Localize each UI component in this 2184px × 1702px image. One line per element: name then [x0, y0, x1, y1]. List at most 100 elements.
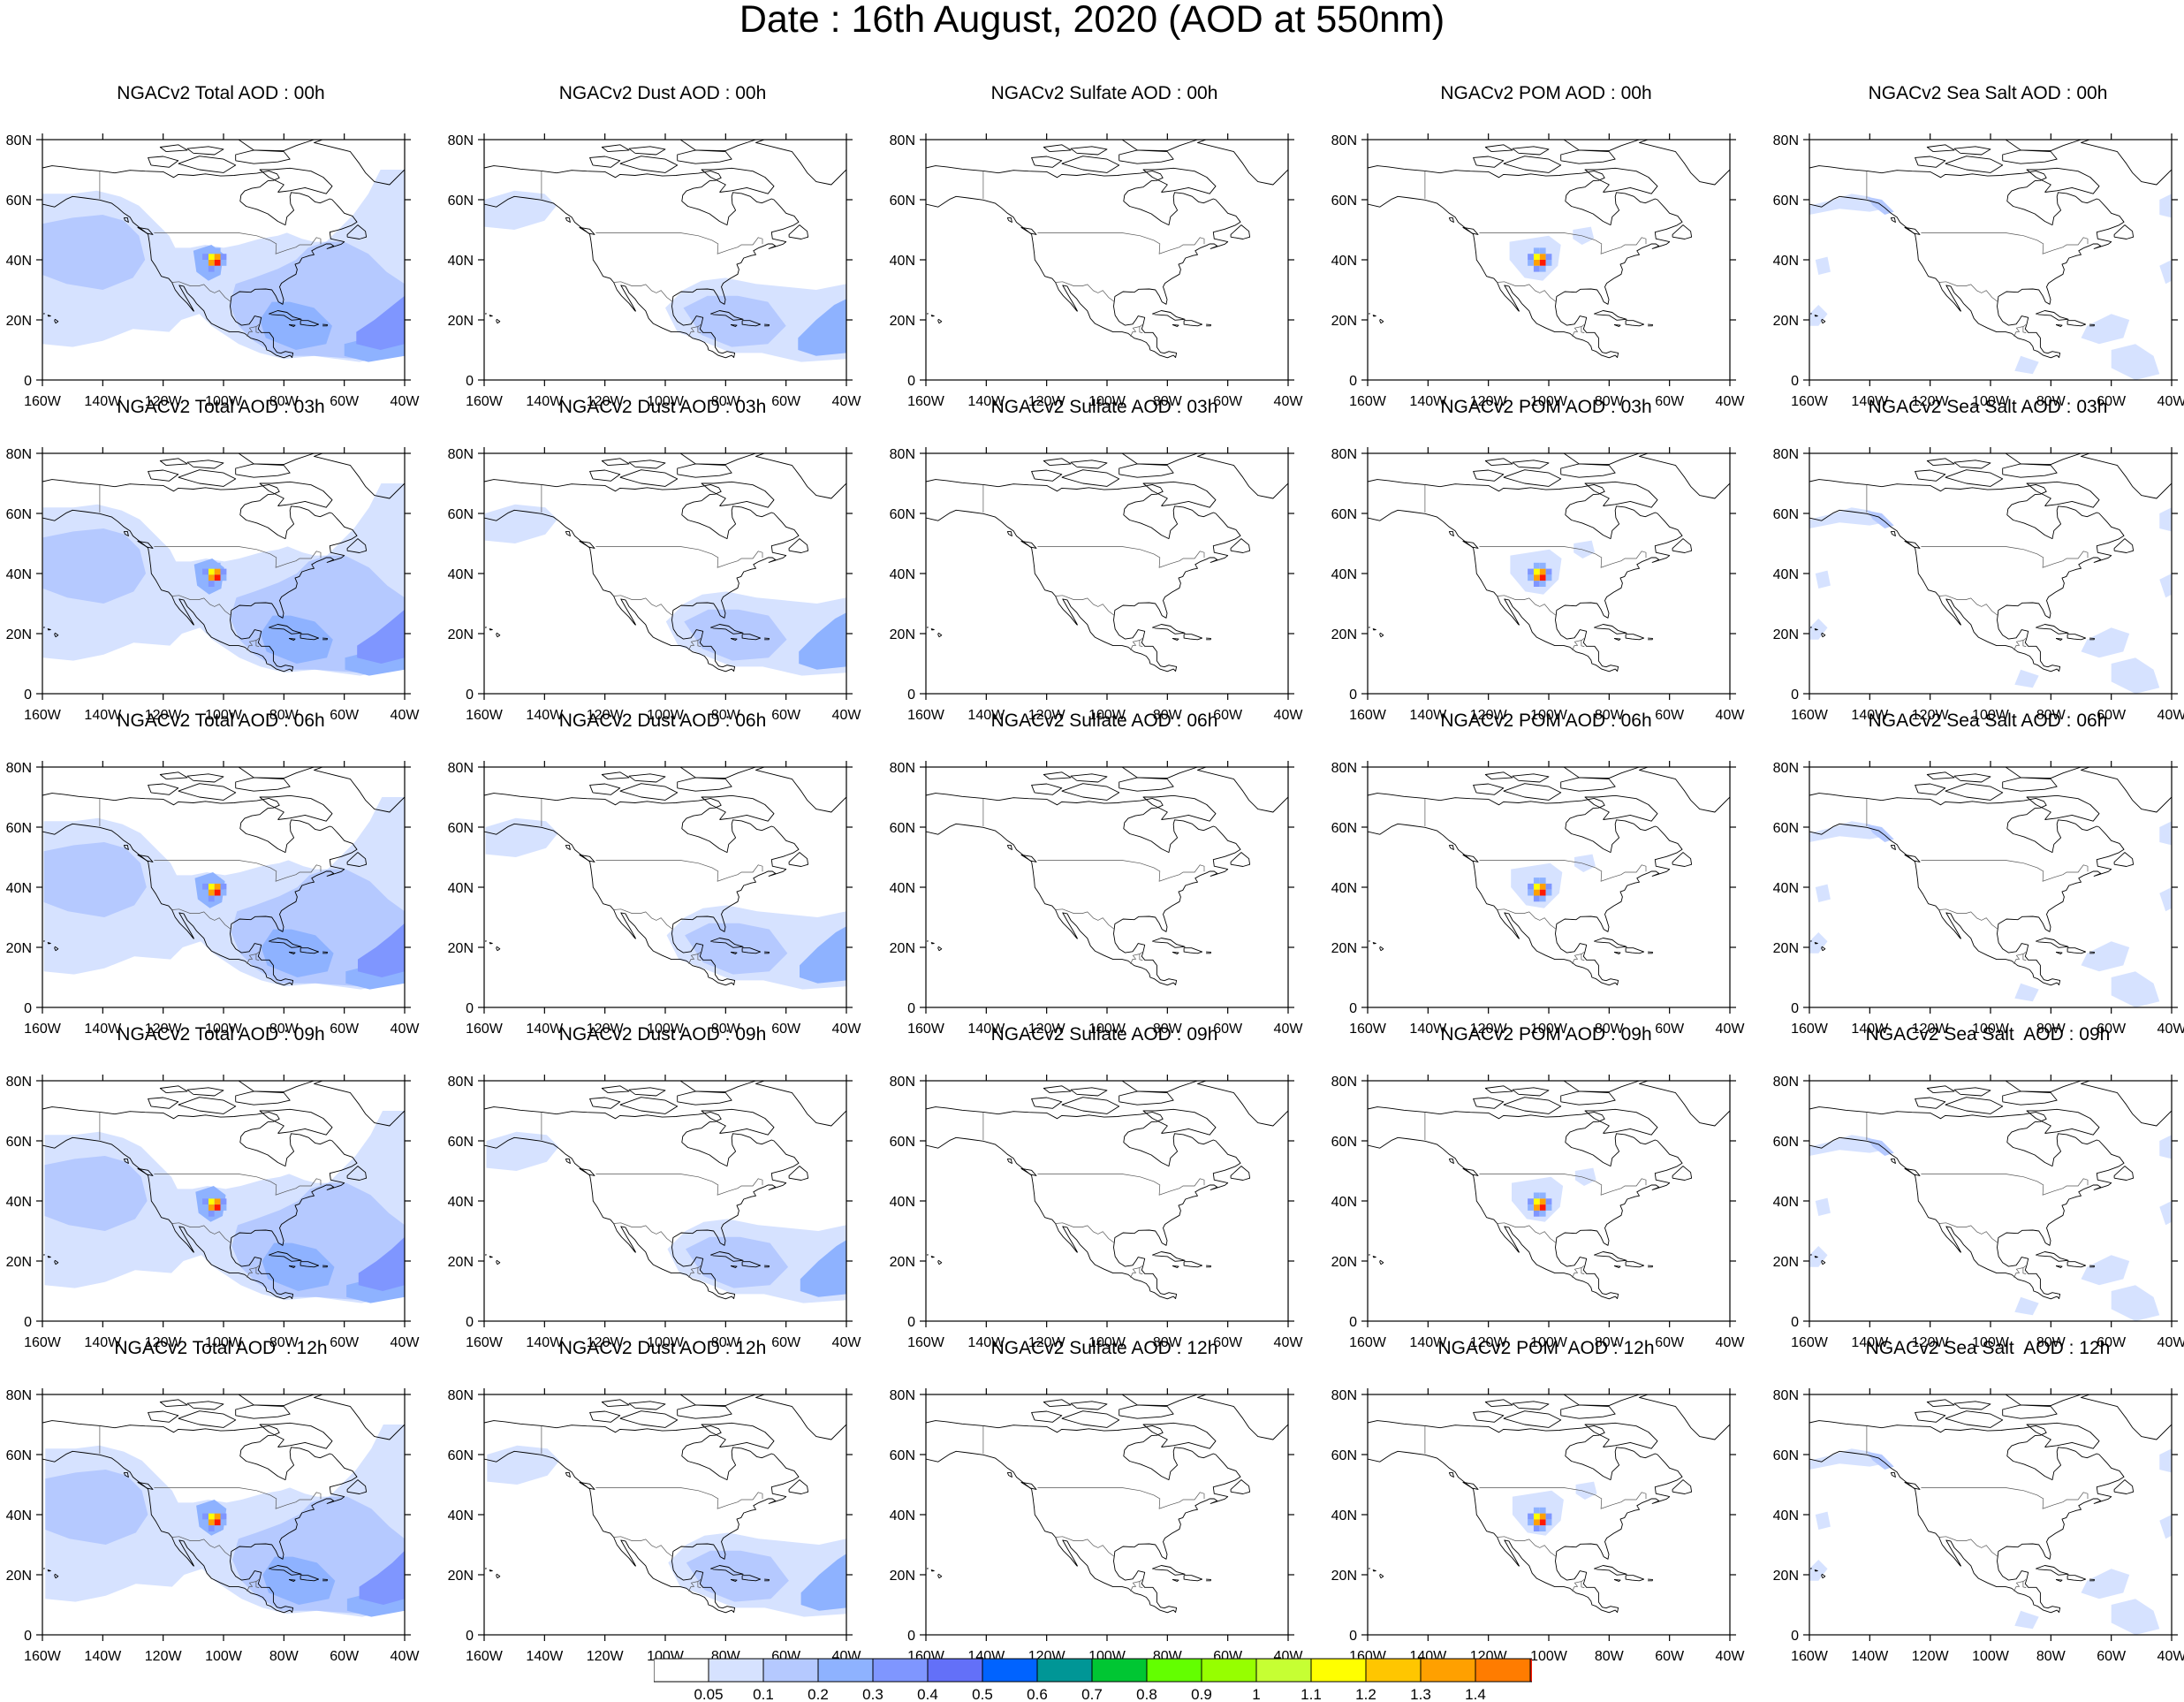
lon-tick-label: 160W: [466, 1649, 504, 1664]
coastline-island: [2026, 794, 2100, 822]
smoke-plume-cell: [1545, 260, 1552, 266]
coastline-island: [788, 1479, 809, 1494]
coastline-island: [1625, 320, 1645, 327]
smoke-plume-cell: [1533, 1198, 1540, 1205]
coastline-island: [1953, 460, 1991, 469]
smoke-plume-cell: [208, 889, 215, 896]
lon-tick-label: 120W: [587, 394, 625, 409]
coastlines: [926, 1081, 1288, 1300]
coastline-island: [1372, 315, 1376, 317]
coastline-island: [489, 1569, 493, 1572]
map-body: [42, 140, 405, 380]
coastline-island: [489, 942, 493, 945]
political-borders: [99, 484, 322, 650]
lon-tick-label: 40W: [2157, 708, 2184, 723]
coastline-island: [178, 469, 237, 487]
lat-tick-label: 40N: [448, 1508, 474, 1523]
lon-tick-label: 140W: [526, 1022, 564, 1037]
coastline-island: [2089, 1265, 2095, 1268]
political-borders: [982, 171, 1205, 337]
lat-tick-label: 80N: [448, 761, 474, 776]
smoke-plume-cell: [214, 568, 221, 575]
coastline-island: [1121, 140, 1200, 152]
coastline-island: [1821, 1573, 1826, 1579]
border-line: [1921, 860, 2089, 882]
aod-contour-region: [2159, 1448, 2172, 1473]
coastline-island: [1594, 938, 1627, 948]
axis-ticks: 160W 140W 120W 100W 80W 60W 40W 0 20N 40N 60N 80N: [1331, 447, 1745, 723]
coastline-island: [1484, 1085, 1513, 1094]
lon-tick-label: 160W: [1349, 708, 1387, 723]
coastline-island: [496, 632, 501, 638]
smoke-plume-cell: [208, 568, 215, 575]
lon-tick-label: 100W: [647, 708, 685, 723]
coastline-north-america: [42, 1106, 358, 1300]
lon-tick-label: 160W: [1791, 708, 1829, 723]
aod-contour-region: [2159, 507, 2172, 532]
lat-tick-label: 60N: [890, 194, 915, 209]
lon-tick-label: 140W: [967, 1335, 1005, 1350]
coastline-north-america: [42, 165, 358, 359]
lon-tick-label: 80W: [2036, 708, 2066, 723]
coastline-island: [1379, 632, 1384, 638]
lat-tick-label: 60N: [6, 507, 32, 522]
smoke-plume-cell: [208, 1519, 215, 1526]
lon-tick-label: 80W: [1595, 708, 1625, 723]
coastline-island: [1672, 852, 1693, 867]
lat-tick-label: 20N: [1331, 627, 1357, 642]
border-line: [2013, 1579, 2027, 1592]
lat-tick-label: 0: [1791, 1001, 1799, 1016]
map-body: [1809, 140, 2172, 380]
coastline-island: [927, 1254, 929, 1256]
coastline-island: [2089, 1578, 2095, 1582]
aod-contour-region: [1809, 194, 1885, 215]
coastline-island: [159, 1085, 188, 1094]
coastline-island: [1821, 318, 1826, 324]
coastline-island: [1915, 783, 1946, 795]
coastline-island: [1484, 144, 1513, 153]
aod-field: [484, 504, 846, 676]
political-borders: [541, 1112, 763, 1278]
coastline-island: [1890, 217, 1896, 223]
coastline-island: [565, 530, 571, 536]
coastline-island: [1152, 1251, 1186, 1262]
coastlines: [484, 453, 846, 672]
smoke-plume-cell: [1533, 1204, 1540, 1211]
axis-ticks: 160W 140W 120W 100W 80W 60W 40W 0 20N 40N 60N 80N: [6, 1388, 420, 1664]
coastline-island: [1119, 463, 1174, 478]
aod-contour-region: [2081, 314, 2130, 345]
coastline-island: [1183, 947, 1203, 954]
coastline-island: [1206, 637, 1211, 641]
coastline-island: [269, 624, 302, 634]
coastline-island: [1945, 783, 2004, 801]
coastline-island: [485, 627, 487, 628]
political-borders: [982, 1425, 1205, 1592]
lon-tick-label: 120W: [1028, 394, 1066, 409]
coastline-island: [1512, 1087, 1550, 1097]
coastline-island: [1142, 794, 1217, 822]
coastlines: [1368, 767, 1730, 986]
coastline-island: [1560, 149, 1616, 164]
lon-tick-label: 160W: [24, 394, 62, 409]
map-panel-sulfate-2: NGACv2 Sulfate AOD : 06h 160W 140W 120W 100W…: [883, 710, 1325, 1037]
coastline-island: [710, 938, 744, 948]
coastline-island: [1915, 156, 1946, 168]
coastline-island: [1061, 469, 1120, 487]
coastline-island: [43, 313, 45, 315]
coastline-island: [1070, 1087, 1108, 1097]
aod-contour-region: [2014, 983, 2039, 1002]
coastline-island: [1121, 767, 1200, 779]
coastline-island: [1926, 1085, 1955, 1094]
coastline-island: [2002, 149, 2058, 164]
smoke-plume-cell: [1533, 1513, 1540, 1520]
aod-contour-region: [42, 528, 146, 604]
coastline-island: [1672, 538, 1693, 553]
lon-tick-label: 40W: [832, 394, 862, 409]
coastlines: [926, 140, 1288, 359]
aod-contour-region: [1815, 570, 1831, 589]
map-body: [926, 453, 1288, 694]
coastline-island: [579, 226, 595, 235]
